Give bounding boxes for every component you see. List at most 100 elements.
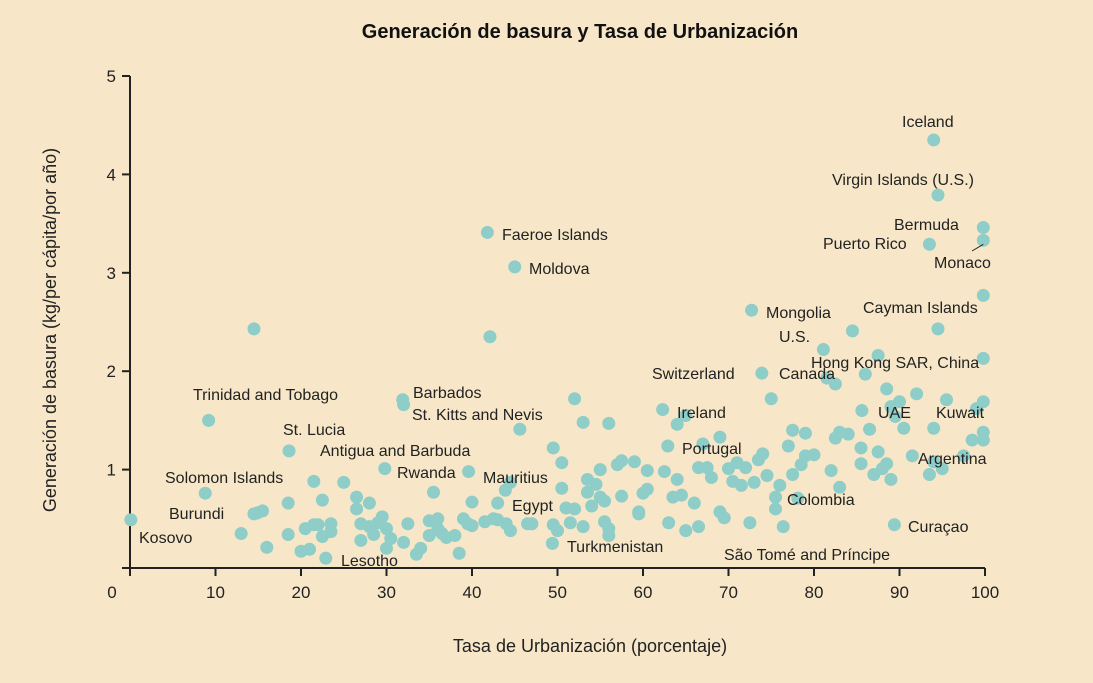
data-point bbox=[602, 416, 616, 430]
data-point-labeled bbox=[462, 465, 476, 479]
data-point bbox=[350, 502, 364, 516]
data-point bbox=[833, 480, 847, 494]
point-label: Turkmenistan bbox=[567, 539, 663, 556]
point-label: UAE bbox=[878, 405, 911, 422]
data-point bbox=[786, 423, 800, 437]
data-point-labeled bbox=[791, 491, 805, 505]
data-point bbox=[324, 525, 338, 539]
data-point bbox=[585, 499, 599, 513]
data-point bbox=[431, 512, 445, 526]
data-point bbox=[871, 348, 885, 362]
data-point-labeled bbox=[250, 506, 264, 520]
data-point bbox=[503, 524, 517, 538]
data-point bbox=[880, 457, 894, 471]
data-point bbox=[704, 470, 718, 484]
data-point-labeled bbox=[745, 303, 759, 317]
data-point bbox=[576, 520, 590, 534]
point-label: Argentina bbox=[918, 451, 987, 468]
data-point-labeled bbox=[319, 551, 333, 565]
data-point bbox=[602, 529, 616, 543]
x-tick-label: 90 bbox=[890, 583, 909, 602]
point-label: Mongolia bbox=[766, 305, 831, 322]
data-point-labeled bbox=[397, 398, 411, 412]
data-point-labeled bbox=[976, 221, 990, 235]
data-point-labeled bbox=[508, 260, 522, 274]
data-point bbox=[568, 392, 582, 406]
data-point bbox=[927, 421, 941, 435]
data-point-labeled bbox=[855, 404, 869, 418]
data-point bbox=[401, 517, 415, 531]
data-point bbox=[910, 387, 924, 401]
data-point bbox=[303, 542, 317, 556]
point-labels: Iceland Virgin Islands (U.S.) Bermuda Puert… bbox=[139, 114, 991, 570]
data-point bbox=[580, 485, 594, 499]
data-point bbox=[893, 395, 906, 409]
data-point bbox=[555, 481, 569, 495]
point-label: Hong Kong SAR, China bbox=[811, 355, 979, 372]
data-point bbox=[589, 477, 603, 491]
point-label: Canada bbox=[779, 366, 835, 383]
data-point-labeled bbox=[755, 366, 769, 380]
data-point bbox=[781, 439, 795, 453]
data-point bbox=[640, 482, 654, 496]
data-point bbox=[965, 433, 979, 447]
data-point bbox=[734, 478, 748, 492]
point-label: Kuwait bbox=[936, 405, 985, 422]
x-tick-label: 80 bbox=[805, 583, 824, 602]
data-point-labeled bbox=[480, 225, 494, 239]
data-point-labeled bbox=[922, 237, 936, 251]
data-point bbox=[798, 426, 812, 440]
x-axis-label: Tasa de Urbanización (porcentaje) bbox=[453, 636, 727, 656]
point-label: Solomon Islands bbox=[165, 470, 283, 487]
data-point bbox=[871, 445, 885, 459]
data-point bbox=[350, 490, 364, 504]
point-label: Moldova bbox=[529, 261, 590, 278]
data-point bbox=[687, 496, 701, 510]
point-label: Faeroe Islands bbox=[502, 227, 608, 244]
point-label: Puerto Rico bbox=[823, 236, 907, 253]
point-label: U.S. bbox=[779, 329, 810, 346]
data-point bbox=[747, 475, 761, 489]
data-point bbox=[354, 533, 368, 547]
y-tick-label: 4 bbox=[107, 165, 116, 184]
data-point bbox=[546, 441, 560, 455]
data-point bbox=[713, 430, 727, 444]
data-point-labeled bbox=[931, 188, 945, 202]
data-point bbox=[380, 541, 393, 555]
data-point bbox=[281, 528, 295, 542]
data-point bbox=[337, 475, 351, 489]
point-label: Monaco bbox=[934, 255, 991, 272]
data-point bbox=[640, 464, 654, 478]
x-tick-label: 100 bbox=[971, 583, 999, 602]
data-point bbox=[281, 496, 295, 510]
y-axis-label: Generación de basura (kg/per cápita/por … bbox=[40, 148, 60, 512]
data-point-labeled bbox=[976, 233, 990, 247]
point-label: St. Lucia bbox=[283, 422, 345, 439]
data-point bbox=[491, 496, 505, 510]
point-label: Trinidad and Tobago bbox=[193, 387, 338, 404]
data-point bbox=[739, 461, 753, 475]
data-point bbox=[452, 546, 466, 560]
data-point bbox=[854, 457, 868, 471]
point-label: Cayman Islands bbox=[863, 300, 978, 317]
data-point bbox=[760, 469, 774, 483]
point-label: Antigua and Barbuda bbox=[320, 443, 470, 460]
data-point bbox=[483, 330, 497, 344]
data-point bbox=[692, 520, 706, 534]
data-point bbox=[662, 516, 676, 530]
data-point-labeled bbox=[887, 518, 901, 532]
point-label: Curaçao bbox=[908, 519, 969, 536]
data-point bbox=[786, 468, 800, 482]
data-point bbox=[627, 455, 641, 469]
data-point bbox=[427, 485, 441, 499]
data-point-labeled bbox=[378, 462, 392, 476]
y-tick-label: 5 bbox=[107, 67, 116, 86]
x-tick-label: 40 bbox=[463, 583, 482, 602]
data-point bbox=[841, 427, 855, 441]
point-label: Iceland bbox=[902, 114, 954, 131]
point-label: Barbados bbox=[413, 385, 482, 402]
data-point bbox=[397, 535, 411, 549]
data-point bbox=[234, 527, 248, 541]
data-point bbox=[465, 519, 479, 533]
